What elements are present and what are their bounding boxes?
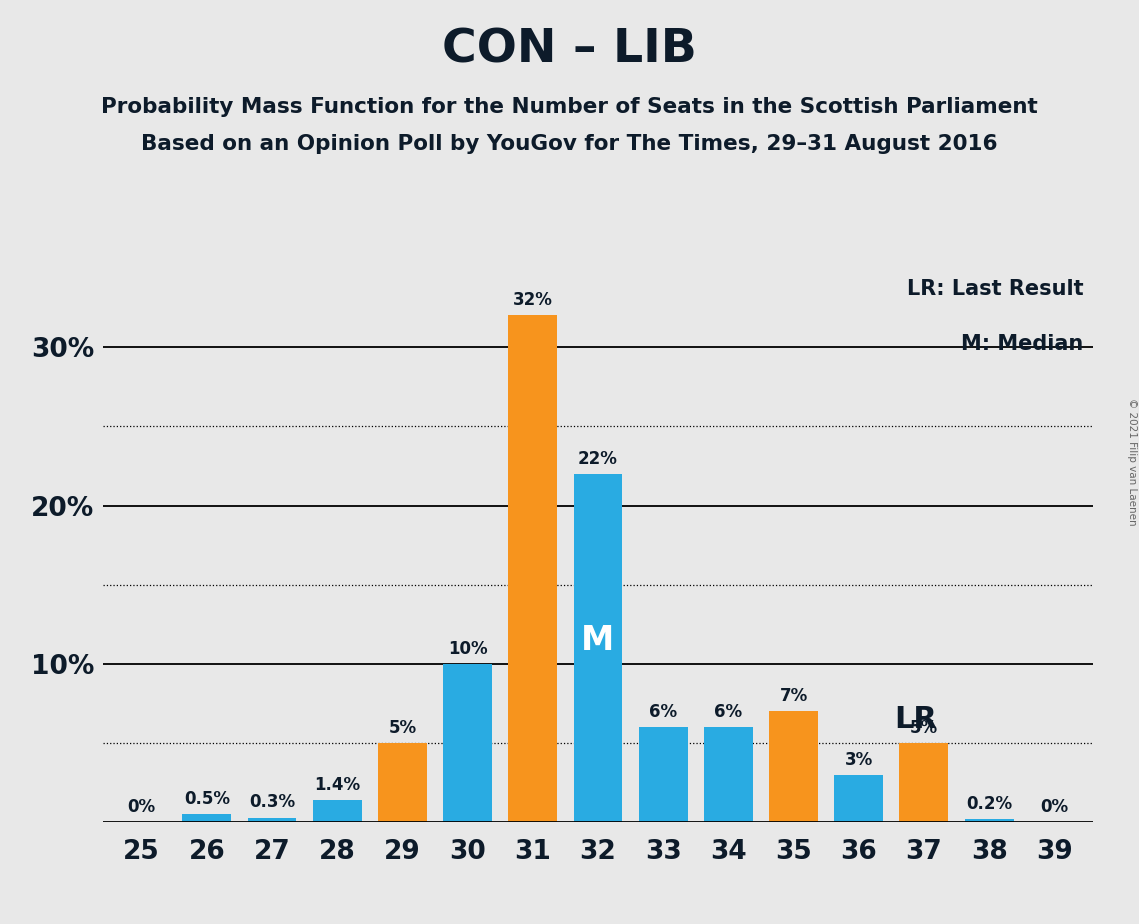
Bar bbox=[900, 743, 949, 822]
Text: 6%: 6% bbox=[714, 703, 743, 721]
Text: 22%: 22% bbox=[577, 450, 618, 468]
Bar bbox=[704, 727, 753, 822]
Text: LR: LR bbox=[894, 705, 937, 734]
Bar bbox=[443, 664, 492, 822]
Text: © 2021 Filip van Laenen: © 2021 Filip van Laenen bbox=[1126, 398, 1137, 526]
Text: Probability Mass Function for the Number of Seats in the Scottish Parliament: Probability Mass Function for the Number… bbox=[101, 97, 1038, 117]
Bar bbox=[313, 800, 362, 822]
Bar bbox=[247, 818, 296, 822]
Text: 0%: 0% bbox=[1040, 798, 1068, 816]
Text: 10%: 10% bbox=[448, 639, 487, 658]
Text: Based on an Opinion Poll by YouGov for The Times, 29–31 August 2016: Based on an Opinion Poll by YouGov for T… bbox=[141, 134, 998, 154]
Text: 0.2%: 0.2% bbox=[966, 795, 1013, 813]
Bar bbox=[182, 814, 231, 822]
Bar bbox=[378, 743, 427, 822]
Text: 32%: 32% bbox=[513, 291, 552, 310]
Text: M: Median: M: Median bbox=[961, 334, 1083, 355]
Bar bbox=[965, 820, 1014, 822]
Text: 3%: 3% bbox=[845, 750, 872, 769]
Bar bbox=[834, 775, 883, 822]
Bar bbox=[769, 711, 818, 822]
Text: 5%: 5% bbox=[910, 719, 939, 736]
Text: 1.4%: 1.4% bbox=[314, 776, 360, 794]
Text: CON – LIB: CON – LIB bbox=[442, 28, 697, 73]
Text: LR: Last Result: LR: Last Result bbox=[907, 279, 1083, 299]
Bar bbox=[508, 315, 557, 822]
Bar bbox=[639, 727, 688, 822]
Text: 5%: 5% bbox=[388, 719, 417, 736]
Text: 7%: 7% bbox=[779, 687, 808, 705]
Text: M: M bbox=[581, 624, 615, 657]
Text: 0.3%: 0.3% bbox=[249, 794, 295, 811]
Bar bbox=[574, 474, 622, 822]
Text: 6%: 6% bbox=[649, 703, 678, 721]
Text: 0.5%: 0.5% bbox=[183, 790, 230, 808]
Text: 0%: 0% bbox=[128, 798, 156, 816]
